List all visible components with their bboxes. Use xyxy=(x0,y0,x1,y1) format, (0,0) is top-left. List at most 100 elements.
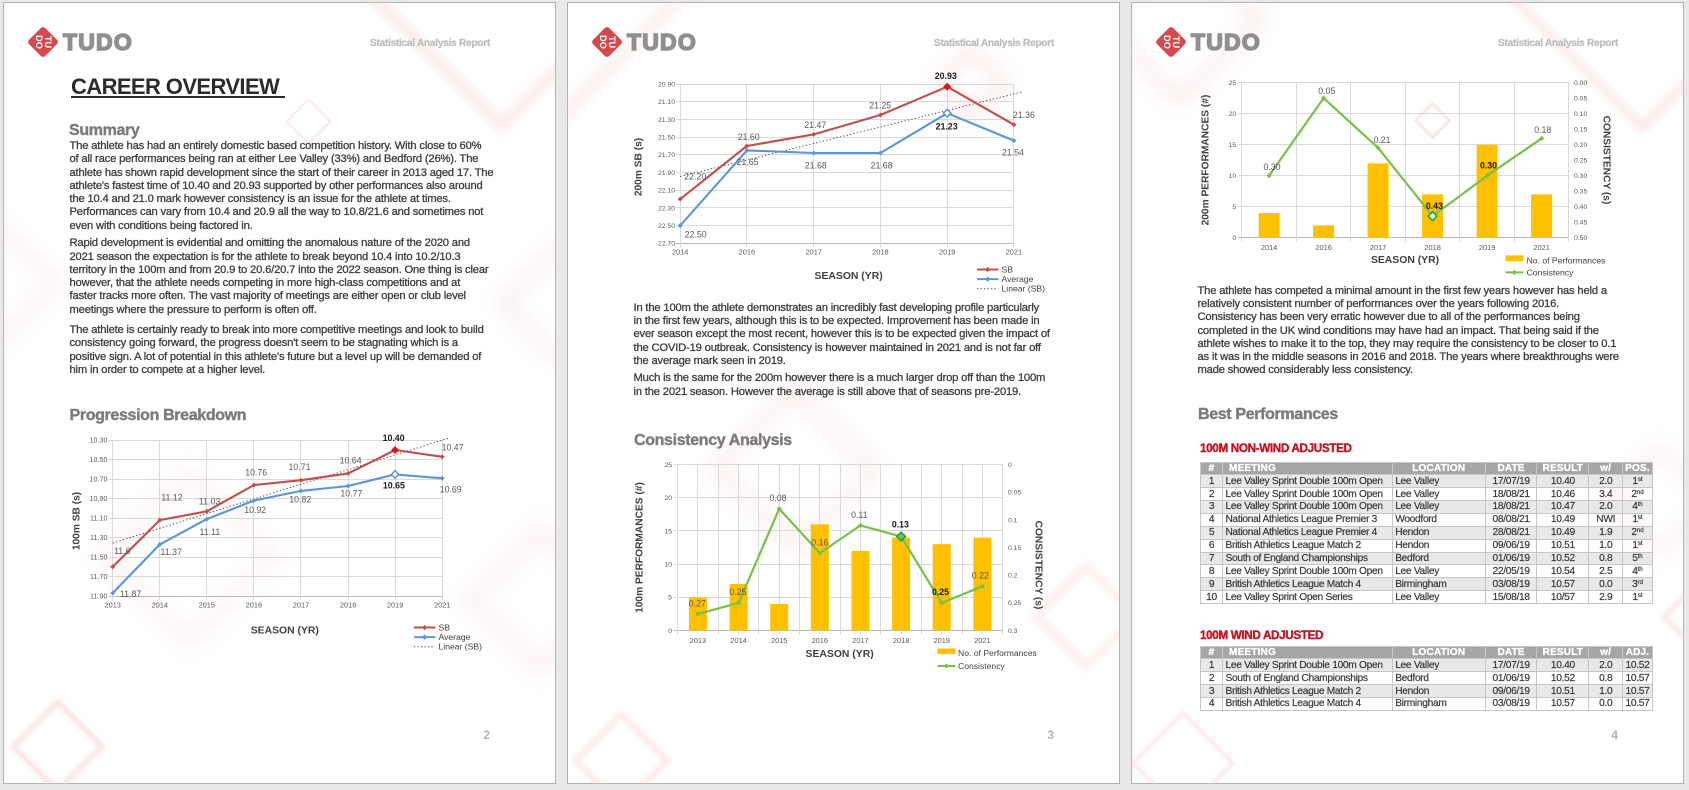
svg-text:21.54: 21.54 xyxy=(1002,147,1024,157)
svg-text:0.08: 0.08 xyxy=(769,493,786,503)
svg-text:21.10: 21.10 xyxy=(658,99,675,106)
svg-text:2016: 2016 xyxy=(812,636,828,645)
svg-text:10.90: 10.90 xyxy=(90,494,108,503)
svg-text:15: 15 xyxy=(664,528,672,535)
svg-text:21.50: 21.50 xyxy=(658,135,675,142)
svg-text:SB: SB xyxy=(439,623,451,633)
svg-text:21.60: 21.60 xyxy=(738,132,760,142)
svg-text:2018: 2018 xyxy=(893,636,909,645)
svg-text:2018: 2018 xyxy=(872,247,888,256)
svg-text:2013: 2013 xyxy=(690,636,706,645)
svg-text:0.20: 0.20 xyxy=(1574,142,1587,149)
svg-text:21.25: 21.25 xyxy=(869,100,891,110)
svg-text:11.70: 11.70 xyxy=(90,572,107,581)
svg-text:TU: TU xyxy=(43,36,53,49)
svg-text:10: 10 xyxy=(664,562,672,569)
svg-text:0: 0 xyxy=(668,628,672,635)
svg-text:0.25: 0.25 xyxy=(1008,600,1021,607)
svg-text:2017: 2017 xyxy=(852,636,868,645)
svg-text:TU: TU xyxy=(607,36,617,49)
svg-text:22.50: 22.50 xyxy=(685,229,707,239)
svg-text:5: 5 xyxy=(1232,204,1236,211)
svg-text:2019: 2019 xyxy=(1479,243,1495,252)
svg-text:2017: 2017 xyxy=(293,600,309,609)
svg-text:0.30: 0.30 xyxy=(1574,173,1587,180)
svg-text:11.11: 11.11 xyxy=(200,527,221,537)
svg-text:25: 25 xyxy=(664,462,672,469)
svg-text:11.12: 11.12 xyxy=(161,492,182,502)
svg-text:15: 15 xyxy=(1229,142,1237,149)
svg-text:25: 25 xyxy=(1229,80,1237,87)
svg-text:2017: 2017 xyxy=(805,247,821,256)
svg-text:0.1: 0.1 xyxy=(1008,517,1018,524)
svg-text:100m SB (s): 100m SB (s) xyxy=(72,492,83,550)
svg-text:2016: 2016 xyxy=(246,600,262,609)
svg-text:10.64: 10.64 xyxy=(340,455,362,465)
svg-text:2021: 2021 xyxy=(434,600,450,609)
svg-text:0.21: 0.21 xyxy=(1373,135,1390,145)
svg-text:0.18: 0.18 xyxy=(1534,125,1551,135)
svg-text:2017: 2017 xyxy=(1370,243,1386,252)
svg-text:2014: 2014 xyxy=(152,600,168,609)
svg-text:DO: DO xyxy=(34,35,44,49)
svg-text:21.70: 21.70 xyxy=(658,152,675,159)
svg-text:0.25: 0.25 xyxy=(1574,158,1587,165)
svg-text:0.11: 0.11 xyxy=(851,510,868,520)
svg-text:0.50: 0.50 xyxy=(1574,235,1587,242)
svg-text:11.90: 11.90 xyxy=(90,591,107,600)
svg-text:10.30: 10.30 xyxy=(90,436,108,445)
svg-text:0.05: 0.05 xyxy=(1318,86,1335,96)
svg-text:0.30: 0.30 xyxy=(1263,162,1280,172)
svg-text:DO: DO xyxy=(598,35,608,49)
svg-text:100m PERFORMANCES (#): 100m PERFORMANCES (#) xyxy=(634,482,645,613)
svg-text:0.15: 0.15 xyxy=(1574,127,1587,134)
svg-text:0.40: 0.40 xyxy=(1574,204,1587,211)
svg-text:2015: 2015 xyxy=(199,600,215,609)
svg-text:200m PERFORMANCES (#): 200m PERFORMANCES (#) xyxy=(1201,95,1212,226)
svg-text:10.71: 10.71 xyxy=(288,462,310,472)
svg-text:11.87: 11.87 xyxy=(120,589,141,599)
svg-text:DO: DO xyxy=(1162,35,1172,49)
svg-text:0.00: 0.00 xyxy=(1574,80,1587,87)
svg-text:200m SB (s): 200m SB (s) xyxy=(633,138,644,196)
svg-text:21.23: 21.23 xyxy=(936,122,958,132)
svg-text:21.90: 21.90 xyxy=(658,170,675,177)
svg-text:0: 0 xyxy=(1232,235,1236,242)
svg-text:0.05: 0.05 xyxy=(1574,96,1587,103)
svg-text:10: 10 xyxy=(1229,173,1237,180)
svg-text:0.25: 0.25 xyxy=(932,587,949,597)
svg-text:11.03: 11.03 xyxy=(199,496,220,506)
svg-text:2019: 2019 xyxy=(939,247,955,256)
svg-text:2016: 2016 xyxy=(1315,243,1331,252)
svg-text:0.27: 0.27 xyxy=(689,598,706,608)
svg-text:10.40: 10.40 xyxy=(383,433,405,443)
svg-text:SEASON (YR): SEASON (YR) xyxy=(815,271,883,282)
svg-text:SEASON (YR): SEASON (YR) xyxy=(251,626,319,637)
svg-text:21.30: 21.30 xyxy=(658,117,675,124)
svg-text:21.47: 21.47 xyxy=(804,120,826,130)
svg-text:No. of Performances: No. of Performances xyxy=(1527,255,1606,265)
svg-text:TU: TU xyxy=(1171,36,1181,49)
svg-text:20.93: 20.93 xyxy=(935,71,957,81)
svg-text:0.25: 0.25 xyxy=(729,587,746,597)
svg-text:Consistency: Consistency xyxy=(1527,267,1575,277)
svg-text:0.2: 0.2 xyxy=(1008,573,1018,580)
svg-text:0.45: 0.45 xyxy=(1574,220,1587,227)
svg-text:0.35: 0.35 xyxy=(1574,189,1587,196)
svg-text:2016: 2016 xyxy=(739,247,755,256)
svg-text:11.30: 11.30 xyxy=(90,533,107,542)
svg-text:22.20: 22.20 xyxy=(684,172,706,182)
svg-text:2015: 2015 xyxy=(771,636,787,645)
svg-text:22.70: 22.70 xyxy=(658,241,675,248)
svg-text:10.50: 10.50 xyxy=(90,455,108,464)
svg-text:0.3: 0.3 xyxy=(1008,628,1018,635)
svg-text:22.30: 22.30 xyxy=(658,205,675,212)
svg-text:22.10: 22.10 xyxy=(658,188,675,195)
svg-text:SEASON (YR): SEASON (YR) xyxy=(1371,255,1439,266)
svg-text:10.69: 10.69 xyxy=(440,484,462,494)
svg-text:20: 20 xyxy=(664,495,672,502)
svg-text:0.13: 0.13 xyxy=(892,519,909,529)
svg-text:22.50: 22.50 xyxy=(658,223,675,230)
svg-text:0: 0 xyxy=(1008,462,1012,469)
svg-text:20: 20 xyxy=(1229,111,1237,118)
